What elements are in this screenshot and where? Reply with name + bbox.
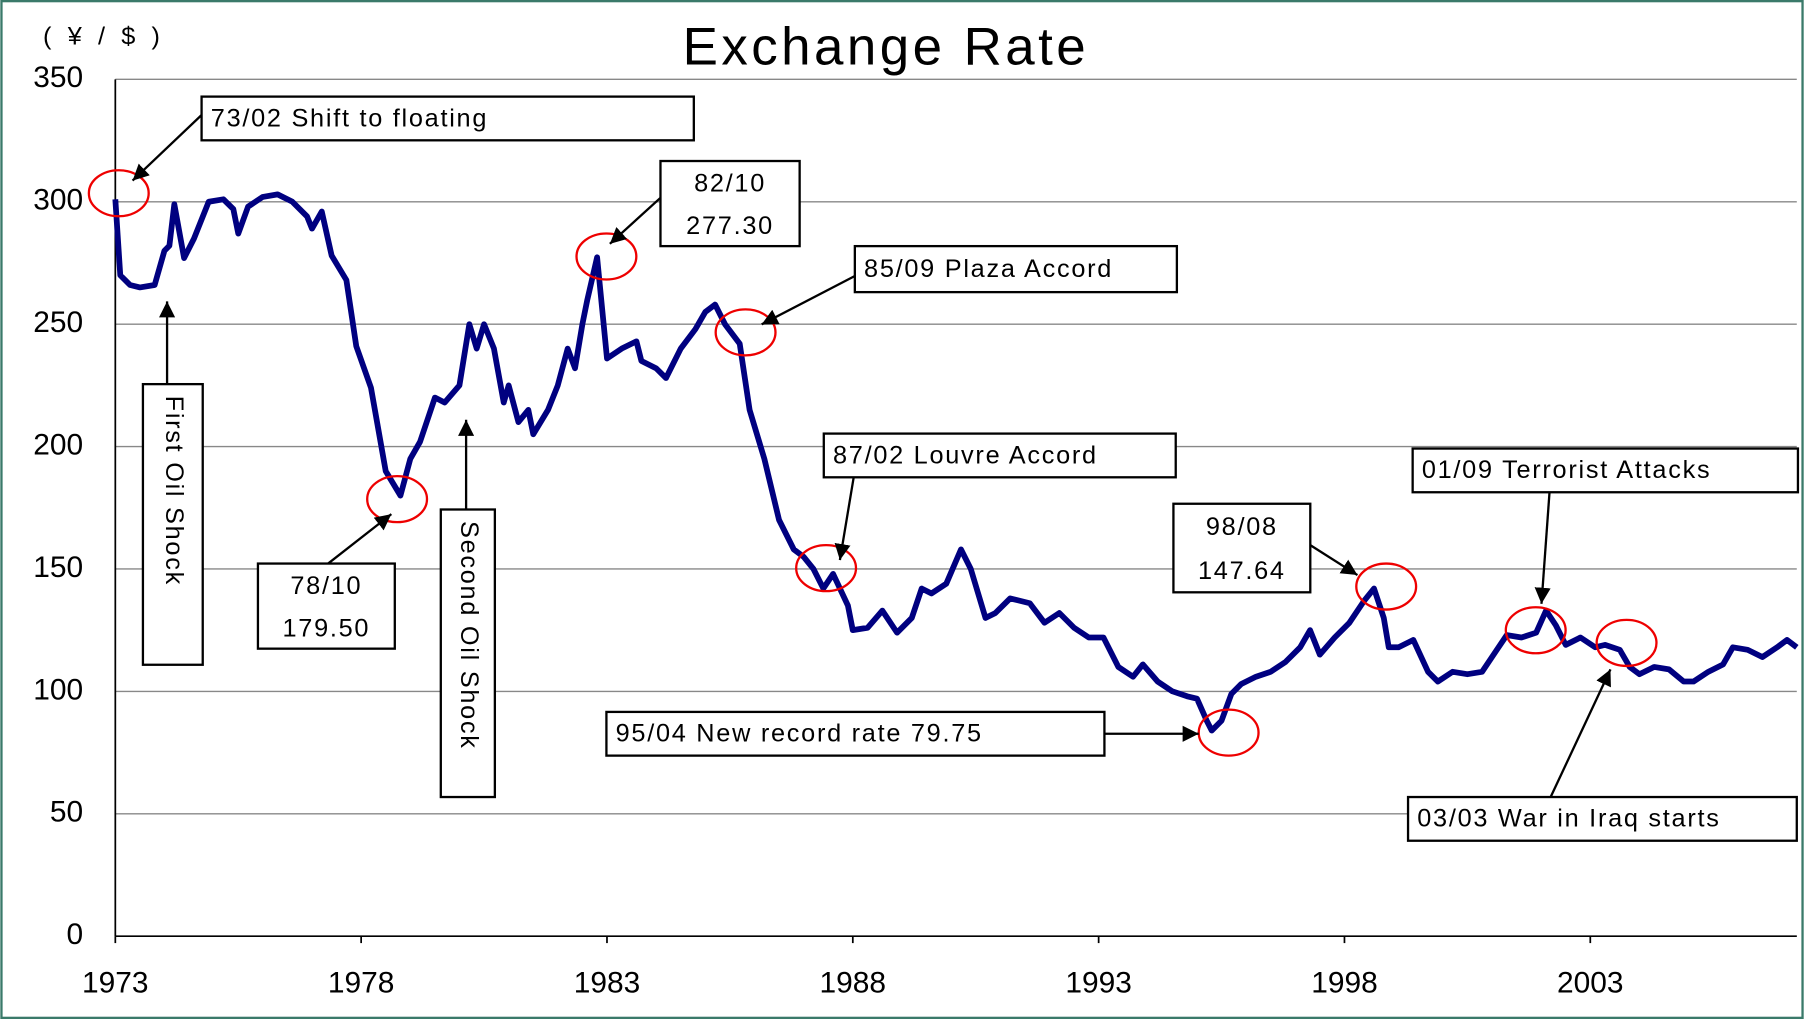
annotation-text: 95/04 New record rate 79.75 — [616, 720, 983, 748]
highlight-circle — [1355, 562, 1418, 611]
annotation-text: Second Oil Shock — [455, 521, 483, 750]
annotation-text: 85/09 Plaza Accord — [864, 255, 1113, 283]
y-tick-label: 0 — [66, 918, 83, 951]
highlight-circle — [795, 544, 858, 593]
annotation-arrow — [1549, 668, 1612, 798]
x-tick-label: 1998 — [1311, 966, 1378, 999]
annotation-arrow — [327, 513, 393, 565]
y-tick-label: 350 — [33, 61, 83, 94]
y-tick-label: 150 — [33, 551, 83, 584]
y-tick-label: 200 — [33, 428, 83, 461]
highlight-circle — [366, 474, 429, 524]
y-tick-label: 250 — [33, 306, 83, 339]
highlight-circle — [1504, 606, 1567, 655]
annotation-text: 179.50 — [283, 614, 371, 642]
x-tick-label: 2003 — [1557, 966, 1624, 999]
series-line — [112, 191, 1799, 734]
y-tick-label: 300 — [33, 184, 83, 217]
annotation-box — [1172, 502, 1312, 594]
annotation-box — [1411, 447, 1800, 494]
annotation-text: 78/10 — [290, 572, 362, 600]
annotation-box — [822, 432, 1177, 479]
x-tick-label: 1988 — [820, 966, 887, 999]
x-tick-label: 1978 — [328, 966, 394, 999]
annotation-text: 01/09 Terrorist Attacks — [1422, 456, 1712, 484]
y-tick-label: 100 — [33, 673, 83, 706]
annotation-box — [853, 244, 1179, 294]
annotation-arrow — [761, 275, 856, 326]
annotation-text: 73/02 Shift to floating — [211, 104, 488, 132]
highlight-circle — [1595, 618, 1658, 668]
annotation-arrow — [1309, 544, 1359, 577]
annotation-text: 277.30 — [686, 212, 774, 240]
highlight-circle — [575, 232, 638, 281]
annotation-arrow — [1534, 492, 1551, 604]
annotation-arrow — [609, 196, 662, 245]
annotation-text: 82/10 — [694, 169, 766, 197]
chart-title: Exchange Rate — [683, 18, 1090, 77]
y-unit: ( ¥ / $ ) — [43, 23, 165, 51]
annotation-arrow — [834, 477, 855, 561]
x-tick-label: 1973 — [82, 966, 149, 999]
annotation-box — [605, 710, 1106, 757]
annotation-box — [141, 382, 204, 666]
y-tick-label: 50 — [50, 796, 83, 829]
annotation-text: 98/08 — [1206, 513, 1278, 541]
annotation-text: First Oil Shock — [160, 396, 188, 586]
annotation-arrow — [131, 114, 203, 182]
x-tick-label: 1993 — [1065, 966, 1132, 999]
highlight-circle — [714, 308, 777, 357]
annotation-box — [1406, 795, 1798, 842]
annotation-text: 87/02 Louvre Accord — [833, 441, 1098, 469]
highlight-circle — [87, 169, 150, 218]
annotation-box — [659, 159, 801, 248]
annotation-box — [256, 562, 396, 650]
x-tick-label: 1983 — [574, 966, 641, 999]
annotation-text: 03/03 War in Iraq starts — [1417, 805, 1720, 833]
annotation-text: 147.64 — [1198, 557, 1286, 585]
annotation-box — [439, 508, 497, 799]
annotation-box — [200, 95, 695, 142]
